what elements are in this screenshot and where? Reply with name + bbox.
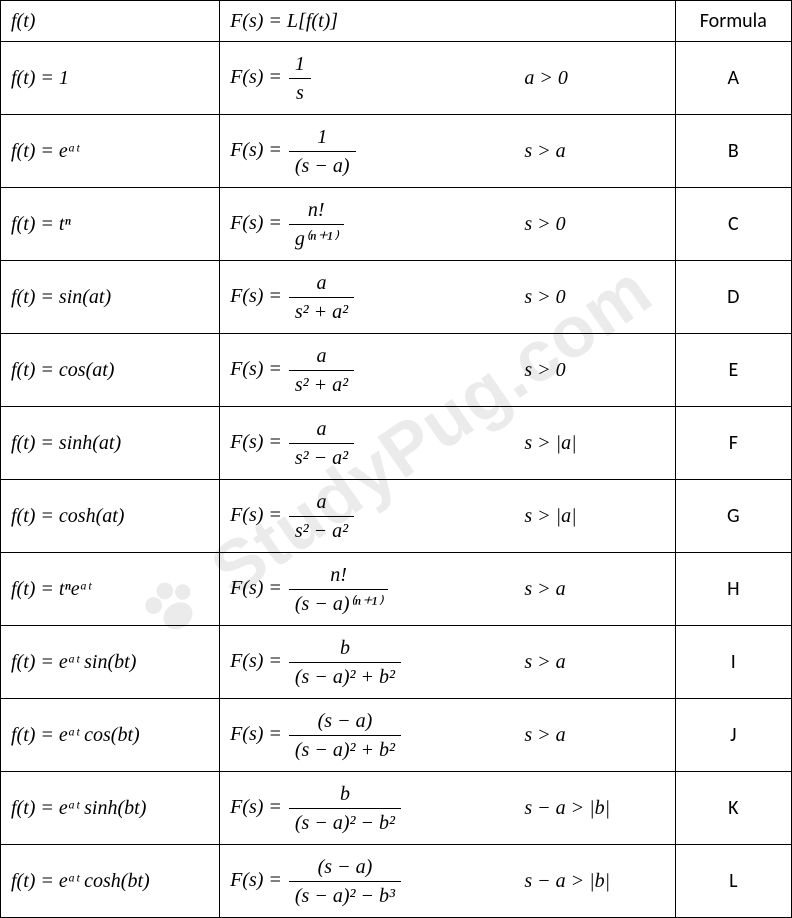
header-ft: f(t) [1, 1, 220, 42]
cell-fs: F(s) = as² + a² [220, 334, 515, 407]
cell-ft: f(t) = 1 [1, 42, 220, 115]
cell-formula: H [675, 553, 791, 626]
cell-ft: f(t) = sinh(at) [1, 407, 220, 480]
cell-ft: f(t) = eᵃᵗ cosh(bt) [1, 845, 220, 918]
cell-ft: f(t) = tⁿ [1, 188, 220, 261]
cell-fs: F(s) = n!(s − a)⁽ⁿ⁺¹⁾ [220, 553, 515, 626]
cell-condition: s > 0 [514, 261, 675, 334]
header-row: f(t) F(s) = L[f(t)] Formula [1, 1, 792, 42]
table-row: f(t) = sin(at)F(s) = as² + a²s > 0D [1, 261, 792, 334]
cell-fs: F(s) = n!g⁽ⁿ⁺¹⁾ [220, 188, 515, 261]
cell-fs: F(s) = as² − a² [220, 480, 515, 553]
table-row: f(t) = tⁿF(s) = n!g⁽ⁿ⁺¹⁾s > 0C [1, 188, 792, 261]
header-fs: F(s) = L[f(t)] [220, 1, 676, 42]
cell-fs: F(s) = as² + a² [220, 261, 515, 334]
table-row: f(t) = cos(at)F(s) = as² + a²s > 0E [1, 334, 792, 407]
cell-formula: L [675, 845, 791, 918]
cell-ft: f(t) = eᵃᵗ [1, 115, 220, 188]
table-row: f(t) = eᵃᵗF(s) = 1(s − a)s > aB [1, 115, 792, 188]
cell-fs: F(s) = b(s − a)² − b² [220, 772, 515, 845]
cell-formula: D [675, 261, 791, 334]
cell-condition: s > a [514, 115, 675, 188]
cell-fs: F(s) = 1s [220, 42, 515, 115]
cell-condition: s > |a| [514, 407, 675, 480]
table-row: f(t) = eᵃᵗ cos(bt)F(s) = (s − a)(s − a)²… [1, 699, 792, 772]
cell-formula: I [675, 626, 791, 699]
cell-condition: s > 0 [514, 188, 675, 261]
cell-ft: f(t) = cos(at) [1, 334, 220, 407]
cell-condition: s > a [514, 626, 675, 699]
cell-formula: F [675, 407, 791, 480]
cell-formula: K [675, 772, 791, 845]
cell-condition: s > |a| [514, 480, 675, 553]
cell-condition: s > 0 [514, 334, 675, 407]
cell-ft: f(t) = eᵃᵗ sinh(bt) [1, 772, 220, 845]
cell-condition: s − a > |b| [514, 845, 675, 918]
cell-formula: J [675, 699, 791, 772]
cell-condition: s > a [514, 699, 675, 772]
table-row: f(t) = sinh(at)F(s) = as² − a²s > |a|F [1, 407, 792, 480]
table-row: f(t) = eᵃᵗ cosh(bt)F(s) = (s − a)(s − a)… [1, 845, 792, 918]
cell-fs: F(s) = 1(s − a) [220, 115, 515, 188]
cell-ft: f(t) = eᵃᵗ sin(bt) [1, 626, 220, 699]
table-row: f(t) = tⁿeᵃᵗF(s) = n!(s − a)⁽ⁿ⁺¹⁾s > aH [1, 553, 792, 626]
header-formula: Formula [675, 1, 791, 42]
cell-formula: B [675, 115, 791, 188]
table-wrapper: StudyPug.com f(t) F(s) = L[f(t)] Formula… [0, 0, 792, 918]
cell-formula: E [675, 334, 791, 407]
cell-ft: f(t) = tⁿeᵃᵗ [1, 553, 220, 626]
cell-condition: a > 0 [514, 42, 675, 115]
cell-fs: F(s) = b(s − a)² + b² [220, 626, 515, 699]
cell-fs: F(s) = as² − a² [220, 407, 515, 480]
table-row: f(t) = eᵃᵗ sinh(bt)F(s) = b(s − a)² − b²… [1, 772, 792, 845]
cell-ft: f(t) = sin(at) [1, 261, 220, 334]
laplace-table: f(t) F(s) = L[f(t)] Formula f(t) = 1F(s)… [0, 0, 792, 918]
cell-condition: s − a > |b| [514, 772, 675, 845]
cell-fs: F(s) = (s − a)(s − a)² + b² [220, 699, 515, 772]
cell-fs: F(s) = (s − a)(s − a)² − b³ [220, 845, 515, 918]
cell-formula: G [675, 480, 791, 553]
cell-ft: f(t) = cosh(at) [1, 480, 220, 553]
cell-formula: C [675, 188, 791, 261]
table-row: f(t) = cosh(at)F(s) = as² − a²s > |a|G [1, 480, 792, 553]
cell-formula: A [675, 42, 791, 115]
cell-condition: s > a [514, 553, 675, 626]
cell-ft: f(t) = eᵃᵗ cos(bt) [1, 699, 220, 772]
table-row: f(t) = eᵃᵗ sin(bt)F(s) = b(s − a)² + b²s… [1, 626, 792, 699]
table-row: f(t) = 1F(s) = 1sa > 0A [1, 42, 792, 115]
